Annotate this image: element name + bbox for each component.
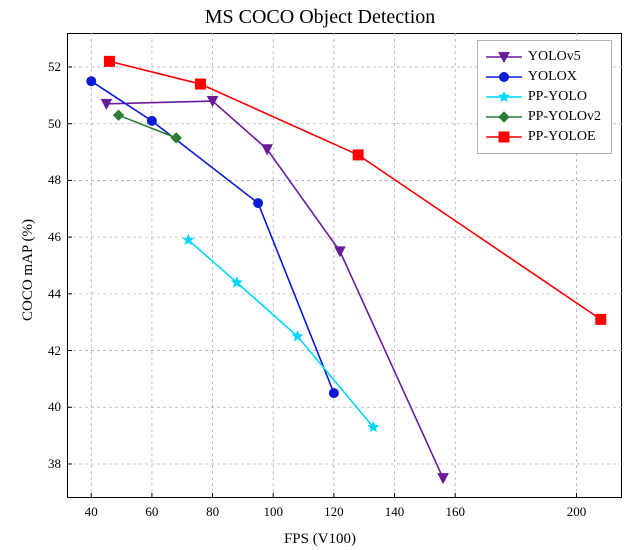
y-tick-label: 50 (48, 116, 61, 132)
chart-title: MS COCO Object Detection (0, 6, 640, 29)
y-tick-label: 48 (48, 172, 61, 188)
x-tick-label: 120 (322, 504, 346, 520)
x-tick-label: 100 (261, 504, 285, 520)
x-tick-label: 140 (383, 504, 407, 520)
y-axis-label: COCO mAP (%) (20, 219, 37, 321)
legend-label: PP-YOLO (528, 89, 587, 105)
y-tick-label: 40 (48, 399, 61, 415)
x-tick-label: 200 (565, 504, 589, 520)
legend-label: YOLOv5 (528, 49, 581, 65)
legend-swatch (486, 70, 522, 84)
x-tick-label: 160 (443, 504, 467, 520)
legend-entry: PP-YOLOE (486, 127, 601, 147)
y-tick-label: 46 (48, 229, 61, 245)
legend-swatch (486, 50, 522, 64)
x-tick-label: 40 (79, 504, 103, 520)
legend-entry: YOLOX (486, 67, 601, 87)
legend-swatch (486, 90, 522, 104)
y-tick-label: 38 (48, 456, 61, 472)
legend-entry: PP-YOLO (486, 87, 601, 107)
legend-entry: PP-YOLOv2 (486, 107, 601, 127)
x-tick-label: 60 (140, 504, 164, 520)
legend-swatch (486, 130, 522, 144)
y-tick-label: 42 (48, 343, 61, 359)
legend-entry: YOLOv5 (486, 47, 601, 67)
legend-swatch (486, 110, 522, 124)
legend-label: PP-YOLOv2 (528, 109, 601, 125)
legend-label: PP-YOLOE (528, 129, 596, 145)
y-tick-label: 44 (48, 286, 61, 302)
legend-label: YOLOX (528, 69, 577, 85)
chart-container: MS COCO Object Detection FPS (V100) COCO… (0, 0, 640, 550)
legend: YOLOv5 YOLOX PP-YOLO PP-YOLOv2 PP-YOLOE (477, 40, 612, 154)
x-tick-label: 80 (201, 504, 225, 520)
y-tick-label: 52 (48, 59, 61, 75)
x-axis-label: FPS (V100) (0, 531, 640, 548)
